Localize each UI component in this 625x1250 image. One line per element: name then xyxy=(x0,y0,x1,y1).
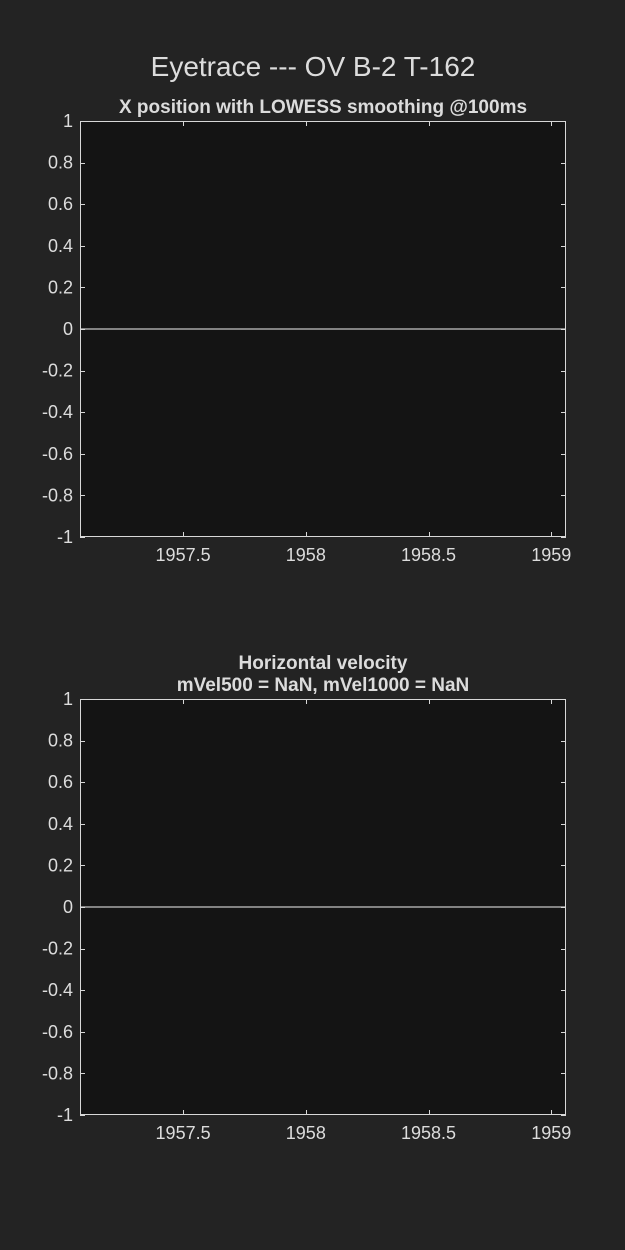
y-tick-label: 0.6 xyxy=(48,194,73,214)
x-tick-label: 1957.5 xyxy=(156,1123,211,1143)
axes-1: X position with LOWESS smoothing @100ms 1… xyxy=(42,97,571,565)
y-tick-label: -0.4 xyxy=(42,402,73,422)
axes-title-line: mVel500 = NaN, mVel1000 = NaN xyxy=(177,675,470,696)
y-tick-label: -1 xyxy=(57,527,73,547)
y-tick-label: 0 xyxy=(63,897,73,917)
x-tick-label: 1958 xyxy=(286,1123,326,1143)
y-tick-label: -0.6 xyxy=(42,1022,73,1042)
y-tick-label: 1 xyxy=(63,111,73,131)
x-tick-label: 1958.5 xyxy=(401,1123,456,1143)
y-tick-label: 0 xyxy=(63,319,73,339)
x-tick-label: 1957.5 xyxy=(156,545,211,565)
y-tick-label: 0.2 xyxy=(48,277,73,297)
axes-title-line: Horizontal velocity xyxy=(239,653,408,674)
y-tick-label: 0.4 xyxy=(48,814,73,834)
y-tick-label: -0.8 xyxy=(42,1063,73,1083)
y-tick-label: -0.2 xyxy=(42,361,73,381)
y-tick-label: 0.2 xyxy=(48,855,73,875)
figure-title: Eyetrace --- OV B-2 T-162 xyxy=(151,51,476,82)
x-tick-label: 1958.5 xyxy=(401,545,456,565)
y-tick-label: 0.8 xyxy=(48,731,73,751)
axes-title-line: X position with LOWESS smoothing @100ms xyxy=(119,97,527,118)
y-tick-label: 0.6 xyxy=(48,772,73,792)
y-tick-label: 0.8 xyxy=(48,153,73,173)
y-tick-label: -0.4 xyxy=(42,980,73,1000)
x-tick-label: 1959 xyxy=(531,1123,571,1143)
x-tick-label: 1958 xyxy=(286,545,326,565)
y-tick-label: -0.8 xyxy=(42,485,73,505)
y-tick-label: 1 xyxy=(63,689,73,709)
y-tick-label: -0.6 xyxy=(42,444,73,464)
y-tick-label: -1 xyxy=(57,1105,73,1125)
y-tick-label: -0.2 xyxy=(42,939,73,959)
y-tick-label: 0.4 xyxy=(48,236,73,256)
x-tick-label: 1959 xyxy=(531,545,571,565)
